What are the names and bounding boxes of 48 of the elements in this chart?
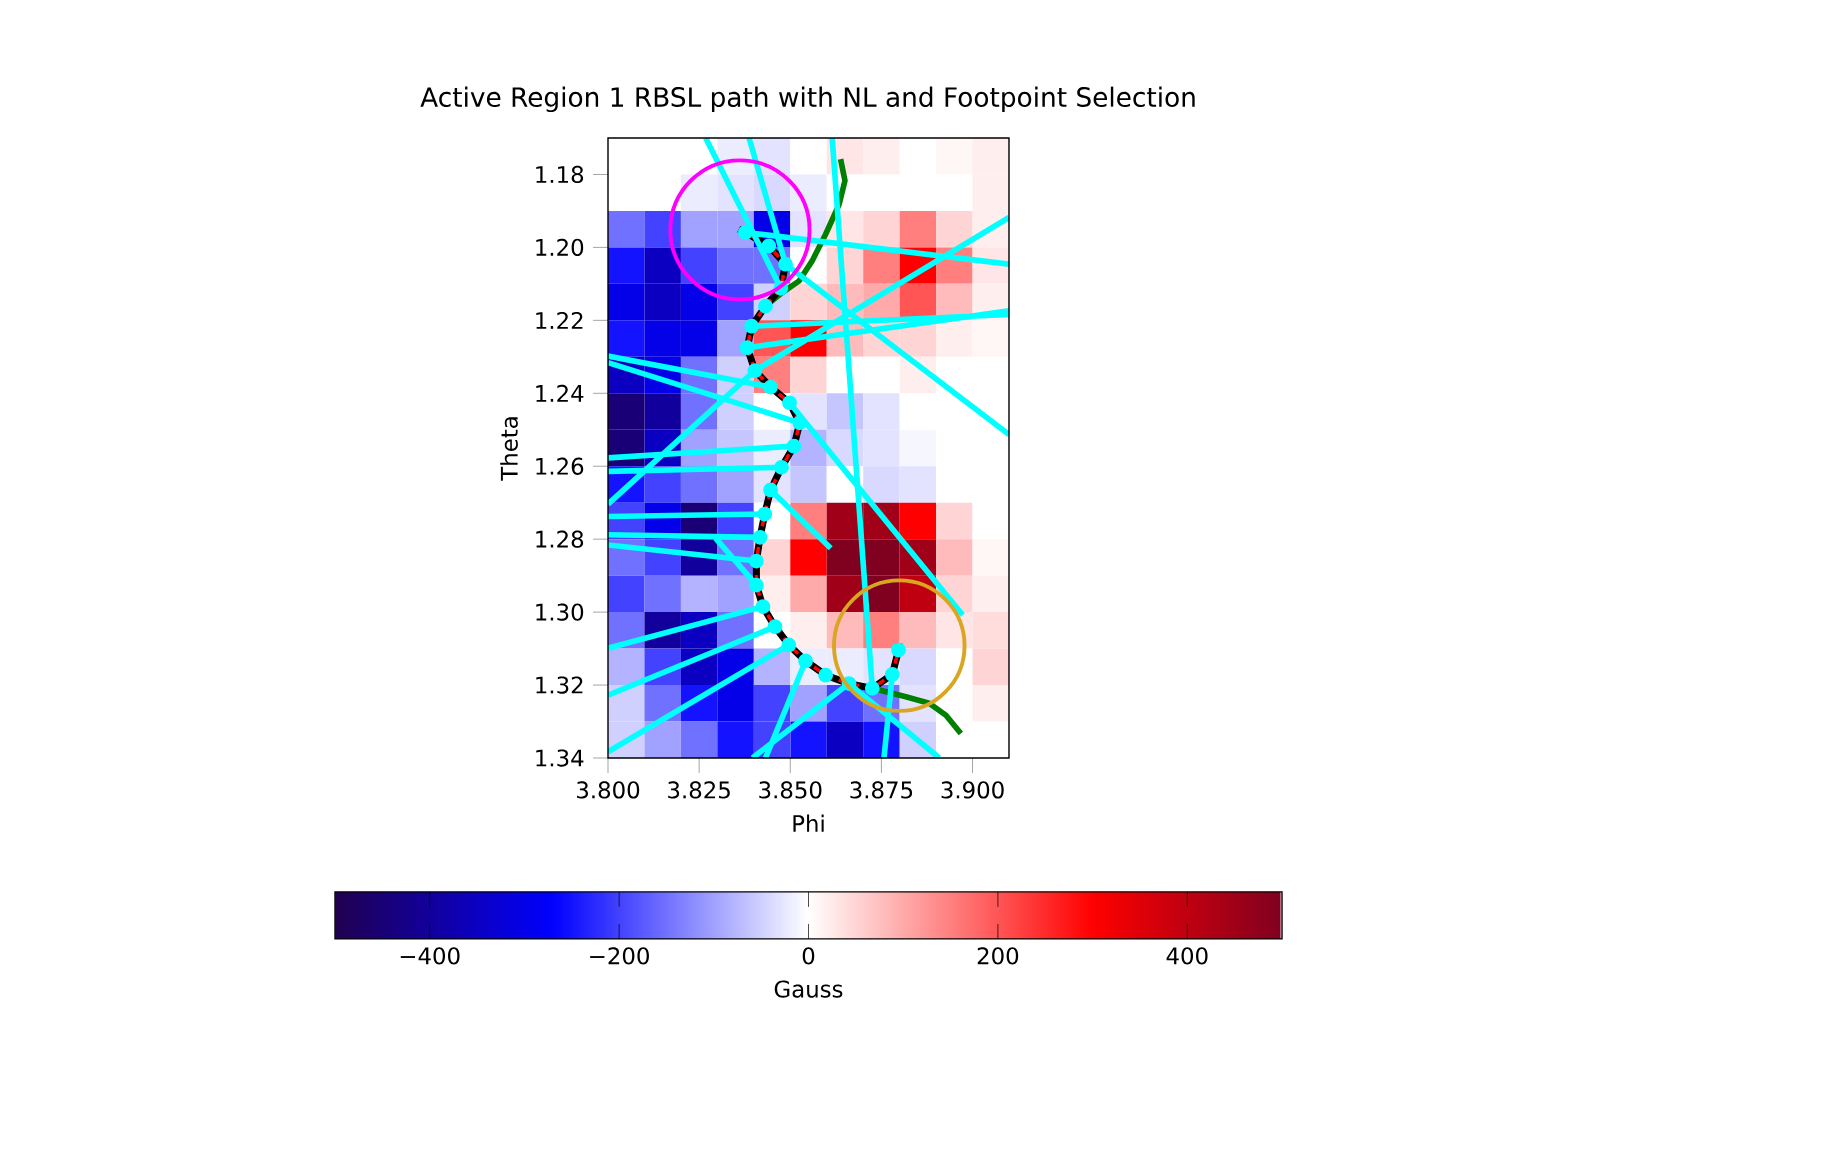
point <box>864 680 880 696</box>
point <box>757 506 773 522</box>
y-tick-label: 1.22 <box>536 311 583 329</box>
point <box>891 642 906 658</box>
color-bar-label: 0 <box>802 947 815 965</box>
color-bar-title: Gauss <box>774 980 843 998</box>
point <box>774 459 789 475</box>
point <box>798 653 813 669</box>
point <box>763 482 778 498</box>
point <box>884 667 900 682</box>
point <box>755 599 771 615</box>
x-tick-label: 3.875 <box>850 781 913 799</box>
chart-title: Active Region 1 RBSL path with NL and Footpoint Selection <box>420 86 1195 113</box>
point <box>744 318 760 334</box>
x-axis-title: Phi <box>793 814 824 832</box>
color-bar-label: −200 <box>590 947 649 965</box>
point <box>748 553 764 569</box>
y-tick-label: 1.20 <box>536 238 584 257</box>
point <box>761 238 777 254</box>
point <box>738 225 753 240</box>
x-tick-label: 3.825 <box>668 781 730 799</box>
x-tick-label: 3.850 <box>759 781 822 799</box>
point <box>781 637 797 653</box>
y-axis-title: Theta <box>500 417 518 481</box>
point <box>786 438 802 454</box>
point <box>818 667 834 683</box>
point <box>778 256 793 272</box>
y-tick-label: 1.32 <box>536 676 583 694</box>
point <box>758 298 773 314</box>
y-tick-label: 1.24 <box>536 384 584 402</box>
point <box>792 415 808 431</box>
y-tick-label: 1.30 <box>536 603 584 621</box>
y-tick-label: 1.18 <box>536 165 584 184</box>
color-bar-label: −400 <box>400 947 460 965</box>
y-tick-label: 1.26 <box>536 457 584 475</box>
point <box>748 577 764 593</box>
point <box>767 619 783 635</box>
x-tick-label: 3.900 <box>941 781 1004 799</box>
color-bar-label: 400 <box>1166 947 1208 965</box>
point <box>763 379 778 395</box>
point <box>782 395 797 411</box>
point <box>752 529 768 545</box>
point <box>739 340 755 356</box>
point <box>747 363 763 379</box>
x-tick-label: 3.800 <box>577 781 640 799</box>
color-bar-label: 200 <box>977 947 1019 965</box>
y-tick-label: 1.34 <box>536 749 584 767</box>
y-tick-label: 1.28 <box>536 530 584 548</box>
